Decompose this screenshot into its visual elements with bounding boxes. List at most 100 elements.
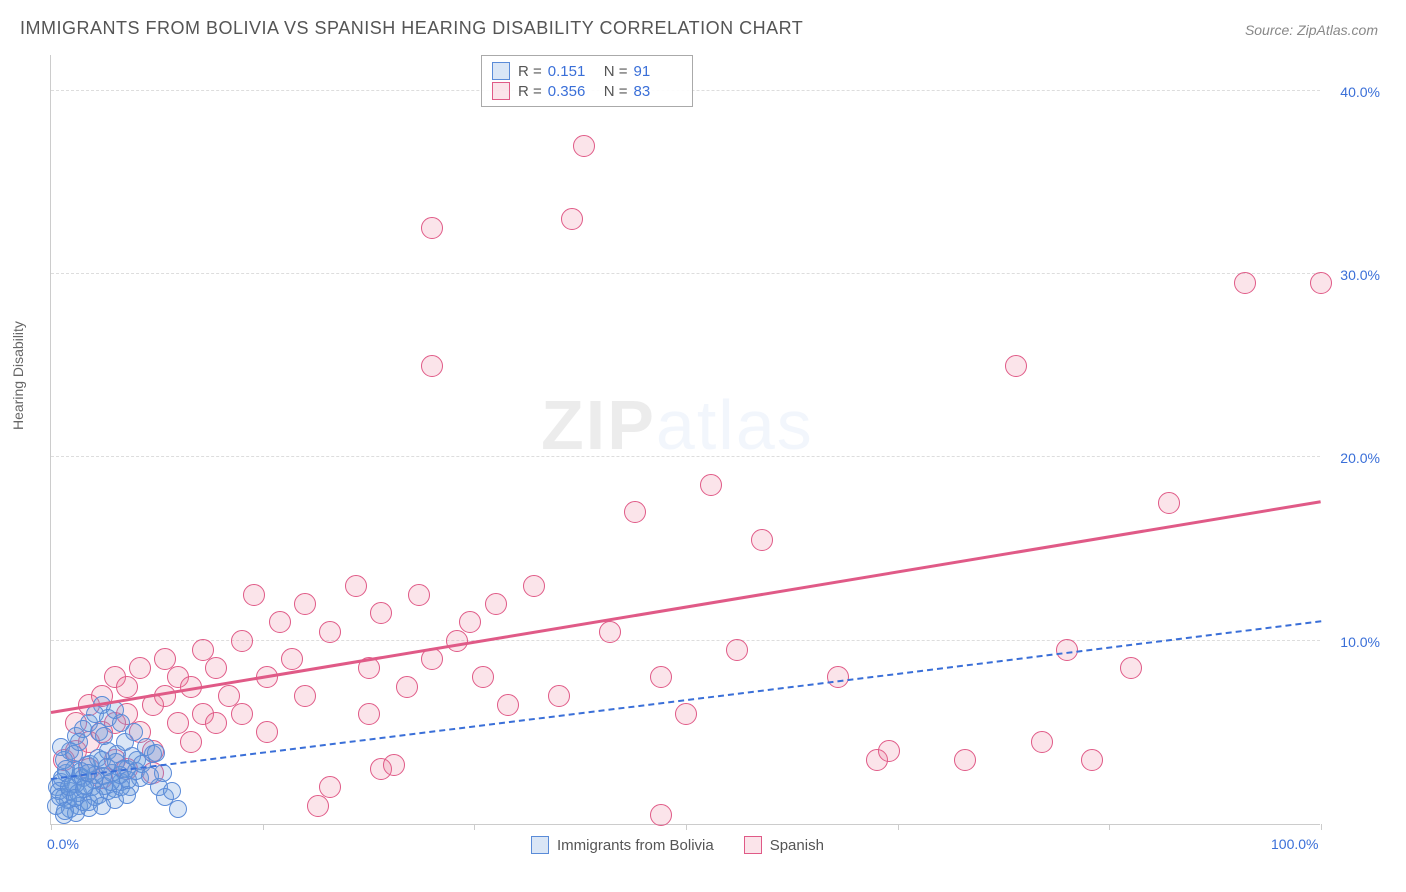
scatter-plot-area: ZIPatlas 10.0%20.0%30.0%40.0%0.0%100.0%R… <box>50 55 1320 825</box>
legend-label: Immigrants from Bolivia <box>557 837 714 854</box>
point-spanish <box>408 584 430 606</box>
watermark: ZIPatlas <box>541 385 814 465</box>
point-spanish <box>573 135 595 157</box>
stats-row: R = 0.356 N = 83 <box>492 82 682 100</box>
point-spanish <box>421 355 443 377</box>
n-value: 83 <box>634 83 682 100</box>
point-spanish <box>726 639 748 661</box>
point-bolivia <box>163 782 181 800</box>
point-bolivia <box>70 733 88 751</box>
point-spanish <box>675 703 697 725</box>
point-spanish <box>485 593 507 615</box>
point-spanish <box>1005 355 1027 377</box>
x-tick <box>474 824 475 830</box>
point-spanish <box>396 676 418 698</box>
legend-swatch <box>492 62 510 80</box>
y-axis-label: 20.0% <box>1340 450 1380 466</box>
point-spanish <box>269 611 291 633</box>
point-spanish <box>358 703 380 725</box>
x-axis-label: 0.0% <box>47 836 79 852</box>
point-spanish <box>205 657 227 679</box>
point-spanish <box>370 602 392 624</box>
watermark-thin: atlas <box>656 386 814 464</box>
x-tick <box>898 824 899 830</box>
y-axis-label: 10.0% <box>1340 634 1380 650</box>
point-spanish <box>954 749 976 771</box>
watermark-bold: ZIP <box>541 386 656 464</box>
y-axis-label: 40.0% <box>1340 84 1380 100</box>
point-spanish <box>1120 657 1142 679</box>
point-spanish <box>256 721 278 743</box>
point-bolivia <box>169 800 187 818</box>
point-spanish <box>650 804 672 826</box>
point-spanish <box>548 685 570 707</box>
point-spanish <box>751 529 773 551</box>
point-spanish <box>523 575 545 597</box>
point-spanish <box>307 795 329 817</box>
source-prefix: Source: <box>1245 22 1297 38</box>
point-spanish <box>878 740 900 762</box>
legend-label: Spanish <box>770 837 824 854</box>
point-spanish <box>231 703 253 725</box>
point-spanish <box>421 217 443 239</box>
stats-legend: R = 0.151 N = 91 R = 0.356 N = 83 <box>481 55 693 107</box>
point-spanish <box>700 474 722 496</box>
r-value: 0.151 <box>548 63 596 80</box>
point-bolivia <box>112 714 130 732</box>
r-label: R = <box>518 63 542 80</box>
y-axis-title: Hearing Disability <box>10 321 26 430</box>
source-name: ZipAtlas.com <box>1297 22 1378 38</box>
point-spanish <box>1158 492 1180 514</box>
point-spanish <box>116 676 138 698</box>
trendline-spanish <box>51 500 1321 714</box>
chart-title: IMMIGRANTS FROM BOLIVIA VS SPANISH HEARI… <box>20 18 803 39</box>
point-spanish <box>459 611 481 633</box>
x-axis-label: 100.0% <box>1271 836 1318 852</box>
point-spanish <box>624 501 646 523</box>
point-spanish <box>599 621 621 643</box>
point-spanish <box>243 584 265 606</box>
point-spanish <box>497 694 519 716</box>
point-spanish <box>650 666 672 688</box>
point-spanish <box>1081 749 1103 771</box>
legend-swatch <box>531 836 549 854</box>
x-tick <box>686 824 687 830</box>
point-spanish <box>1310 272 1332 294</box>
series-legend: Immigrants from Bolivia Spanish <box>531 836 824 854</box>
point-spanish <box>827 666 849 688</box>
point-spanish <box>281 648 303 670</box>
point-spanish <box>1031 731 1053 753</box>
point-bolivia <box>147 744 165 762</box>
x-tick <box>263 824 264 830</box>
point-spanish <box>561 208 583 230</box>
point-spanish <box>319 621 341 643</box>
legend-swatch <box>492 82 510 100</box>
r-label: R = <box>518 83 542 100</box>
n-value: 91 <box>634 63 682 80</box>
point-spanish <box>294 685 316 707</box>
x-tick <box>1109 824 1110 830</box>
point-spanish <box>345 575 367 597</box>
point-spanish <box>180 731 202 753</box>
legend-swatch <box>744 836 762 854</box>
y-axis-label: 30.0% <box>1340 267 1380 283</box>
point-spanish <box>129 657 151 679</box>
source-attribution: Source: ZipAtlas.com <box>1245 22 1378 38</box>
point-spanish <box>383 754 405 776</box>
legend-item: Immigrants from Bolivia <box>531 836 714 854</box>
point-spanish <box>231 630 253 652</box>
legend-item: Spanish <box>744 836 824 854</box>
point-bolivia <box>95 727 113 745</box>
point-bolivia <box>75 780 93 798</box>
point-spanish <box>446 630 468 652</box>
x-tick <box>1321 824 1322 830</box>
n-label: N = <box>604 63 628 80</box>
gridline <box>51 273 1320 274</box>
point-spanish <box>472 666 494 688</box>
point-spanish <box>205 712 227 734</box>
stats-row: R = 0.151 N = 91 <box>492 62 682 80</box>
n-label: N = <box>604 83 628 100</box>
point-spanish <box>1234 272 1256 294</box>
r-value: 0.356 <box>548 83 596 100</box>
gridline <box>51 456 1320 457</box>
